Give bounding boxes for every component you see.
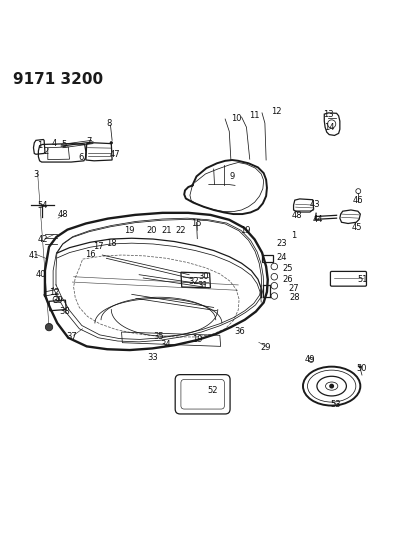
Bar — [262, 255, 273, 262]
Text: 23: 23 — [276, 239, 286, 248]
Text: 5: 5 — [62, 140, 67, 149]
Text: 32: 32 — [189, 277, 199, 286]
Text: 9: 9 — [229, 172, 235, 181]
Text: 38: 38 — [59, 307, 69, 316]
Text: 51: 51 — [357, 275, 367, 284]
Text: 47: 47 — [110, 150, 121, 159]
Text: 18: 18 — [106, 239, 117, 248]
Text: 53: 53 — [330, 400, 341, 409]
Text: 8: 8 — [106, 119, 112, 128]
Text: 13: 13 — [323, 110, 334, 119]
Text: 3: 3 — [33, 170, 38, 179]
Text: 1: 1 — [291, 231, 296, 240]
Text: 14: 14 — [324, 123, 335, 132]
Text: 10: 10 — [231, 114, 242, 123]
Text: 44: 44 — [312, 215, 323, 224]
Text: 12: 12 — [271, 107, 281, 116]
Text: 52: 52 — [208, 386, 218, 395]
Text: 22: 22 — [175, 226, 186, 235]
Text: 37: 37 — [66, 332, 77, 341]
Circle shape — [45, 324, 53, 331]
Text: 40: 40 — [36, 270, 46, 279]
Text: 33: 33 — [148, 353, 159, 362]
Text: 11: 11 — [249, 111, 260, 120]
Circle shape — [110, 141, 113, 144]
Text: 19: 19 — [240, 227, 251, 236]
Text: 30: 30 — [198, 272, 209, 281]
Circle shape — [329, 384, 334, 389]
Text: 21: 21 — [162, 226, 172, 235]
Text: 48: 48 — [58, 210, 69, 219]
Text: 36: 36 — [234, 327, 245, 336]
Text: 48: 48 — [292, 211, 302, 220]
Text: 34: 34 — [160, 340, 171, 349]
Text: 35: 35 — [153, 332, 164, 341]
Circle shape — [359, 365, 362, 368]
Text: 50: 50 — [357, 364, 367, 373]
Text: 2: 2 — [43, 147, 48, 156]
Text: 27: 27 — [288, 284, 299, 293]
Text: 39: 39 — [53, 296, 63, 304]
Text: 24: 24 — [276, 253, 286, 262]
Text: 12: 12 — [48, 288, 59, 297]
Text: 29: 29 — [261, 343, 271, 352]
Text: 46: 46 — [353, 197, 364, 205]
Text: 19: 19 — [124, 227, 134, 236]
Text: 31: 31 — [197, 281, 208, 290]
Text: 6: 6 — [78, 154, 83, 163]
Text: 54: 54 — [38, 200, 48, 209]
Text: 9171 3200: 9171 3200 — [13, 72, 103, 87]
Text: 15: 15 — [191, 219, 202, 228]
Text: 41: 41 — [28, 251, 39, 260]
Text: 19: 19 — [192, 335, 203, 344]
Text: 1: 1 — [37, 141, 42, 150]
Text: 28: 28 — [289, 293, 300, 302]
Text: 49: 49 — [305, 356, 315, 365]
Text: 7: 7 — [86, 137, 92, 146]
Text: 42: 42 — [37, 235, 48, 244]
Text: 17: 17 — [93, 243, 104, 252]
Text: 43: 43 — [310, 200, 321, 209]
Text: 20: 20 — [146, 226, 157, 235]
Text: 45: 45 — [352, 223, 363, 232]
Text: 4: 4 — [51, 139, 57, 148]
Text: 25: 25 — [282, 264, 293, 273]
Text: 26: 26 — [282, 275, 293, 284]
Text: 16: 16 — [85, 250, 96, 259]
